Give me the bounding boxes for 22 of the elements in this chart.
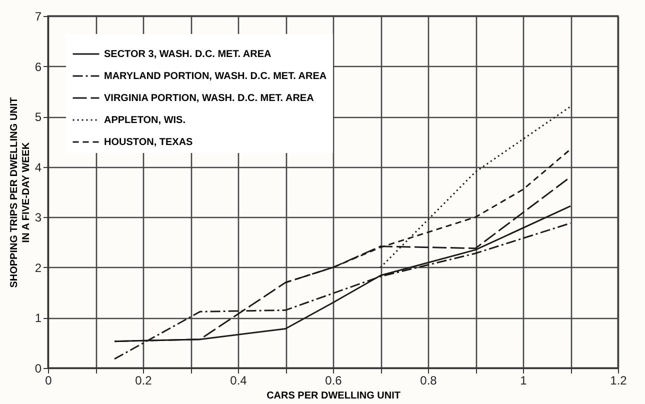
y-tick-label: 5 [34,110,42,124]
legend-label: SECTOR 3, WASH. D.C. MET. AREA [104,49,272,60]
y-tick-label: 4 [34,160,42,174]
y-tick-label: 7 [34,10,42,24]
x-tick-label: 0.8 [420,374,438,388]
legend-label: VIRGINIA PORTION, WASH. D.C. MET. AREA [104,93,314,104]
x-tick-label: 0 [45,374,52,388]
y-tick-label: 6 [34,60,42,74]
x-tick-label: 1.2 [610,374,628,388]
y-tick-label: 3 [34,210,42,225]
y-axis-title: SHOPPING TRIPS PER DWELLING UNIT IN A FIVE-DAY WEEK [8,97,32,288]
x-axis-title: CARS PER DWELLING UNIT [266,390,400,402]
y-tick-label: 1 [34,311,42,326]
x-tick-label: 0.6 [325,374,342,388]
legend-label: HOUSTON, TEXAS [104,137,194,148]
legend-label: MARYLAND PORTION, WASH. D.C. MET. AREA [104,71,327,82]
x-tick-label: 0.2 [135,374,152,388]
x-tick-label: 1 [520,374,528,388]
y-tick-label: 0 [34,362,42,376]
y-tick-label: 2 [34,260,42,275]
legend-label: APPLETON, WIS. [104,115,186,126]
x-tick-label: 0.4 [230,374,248,388]
